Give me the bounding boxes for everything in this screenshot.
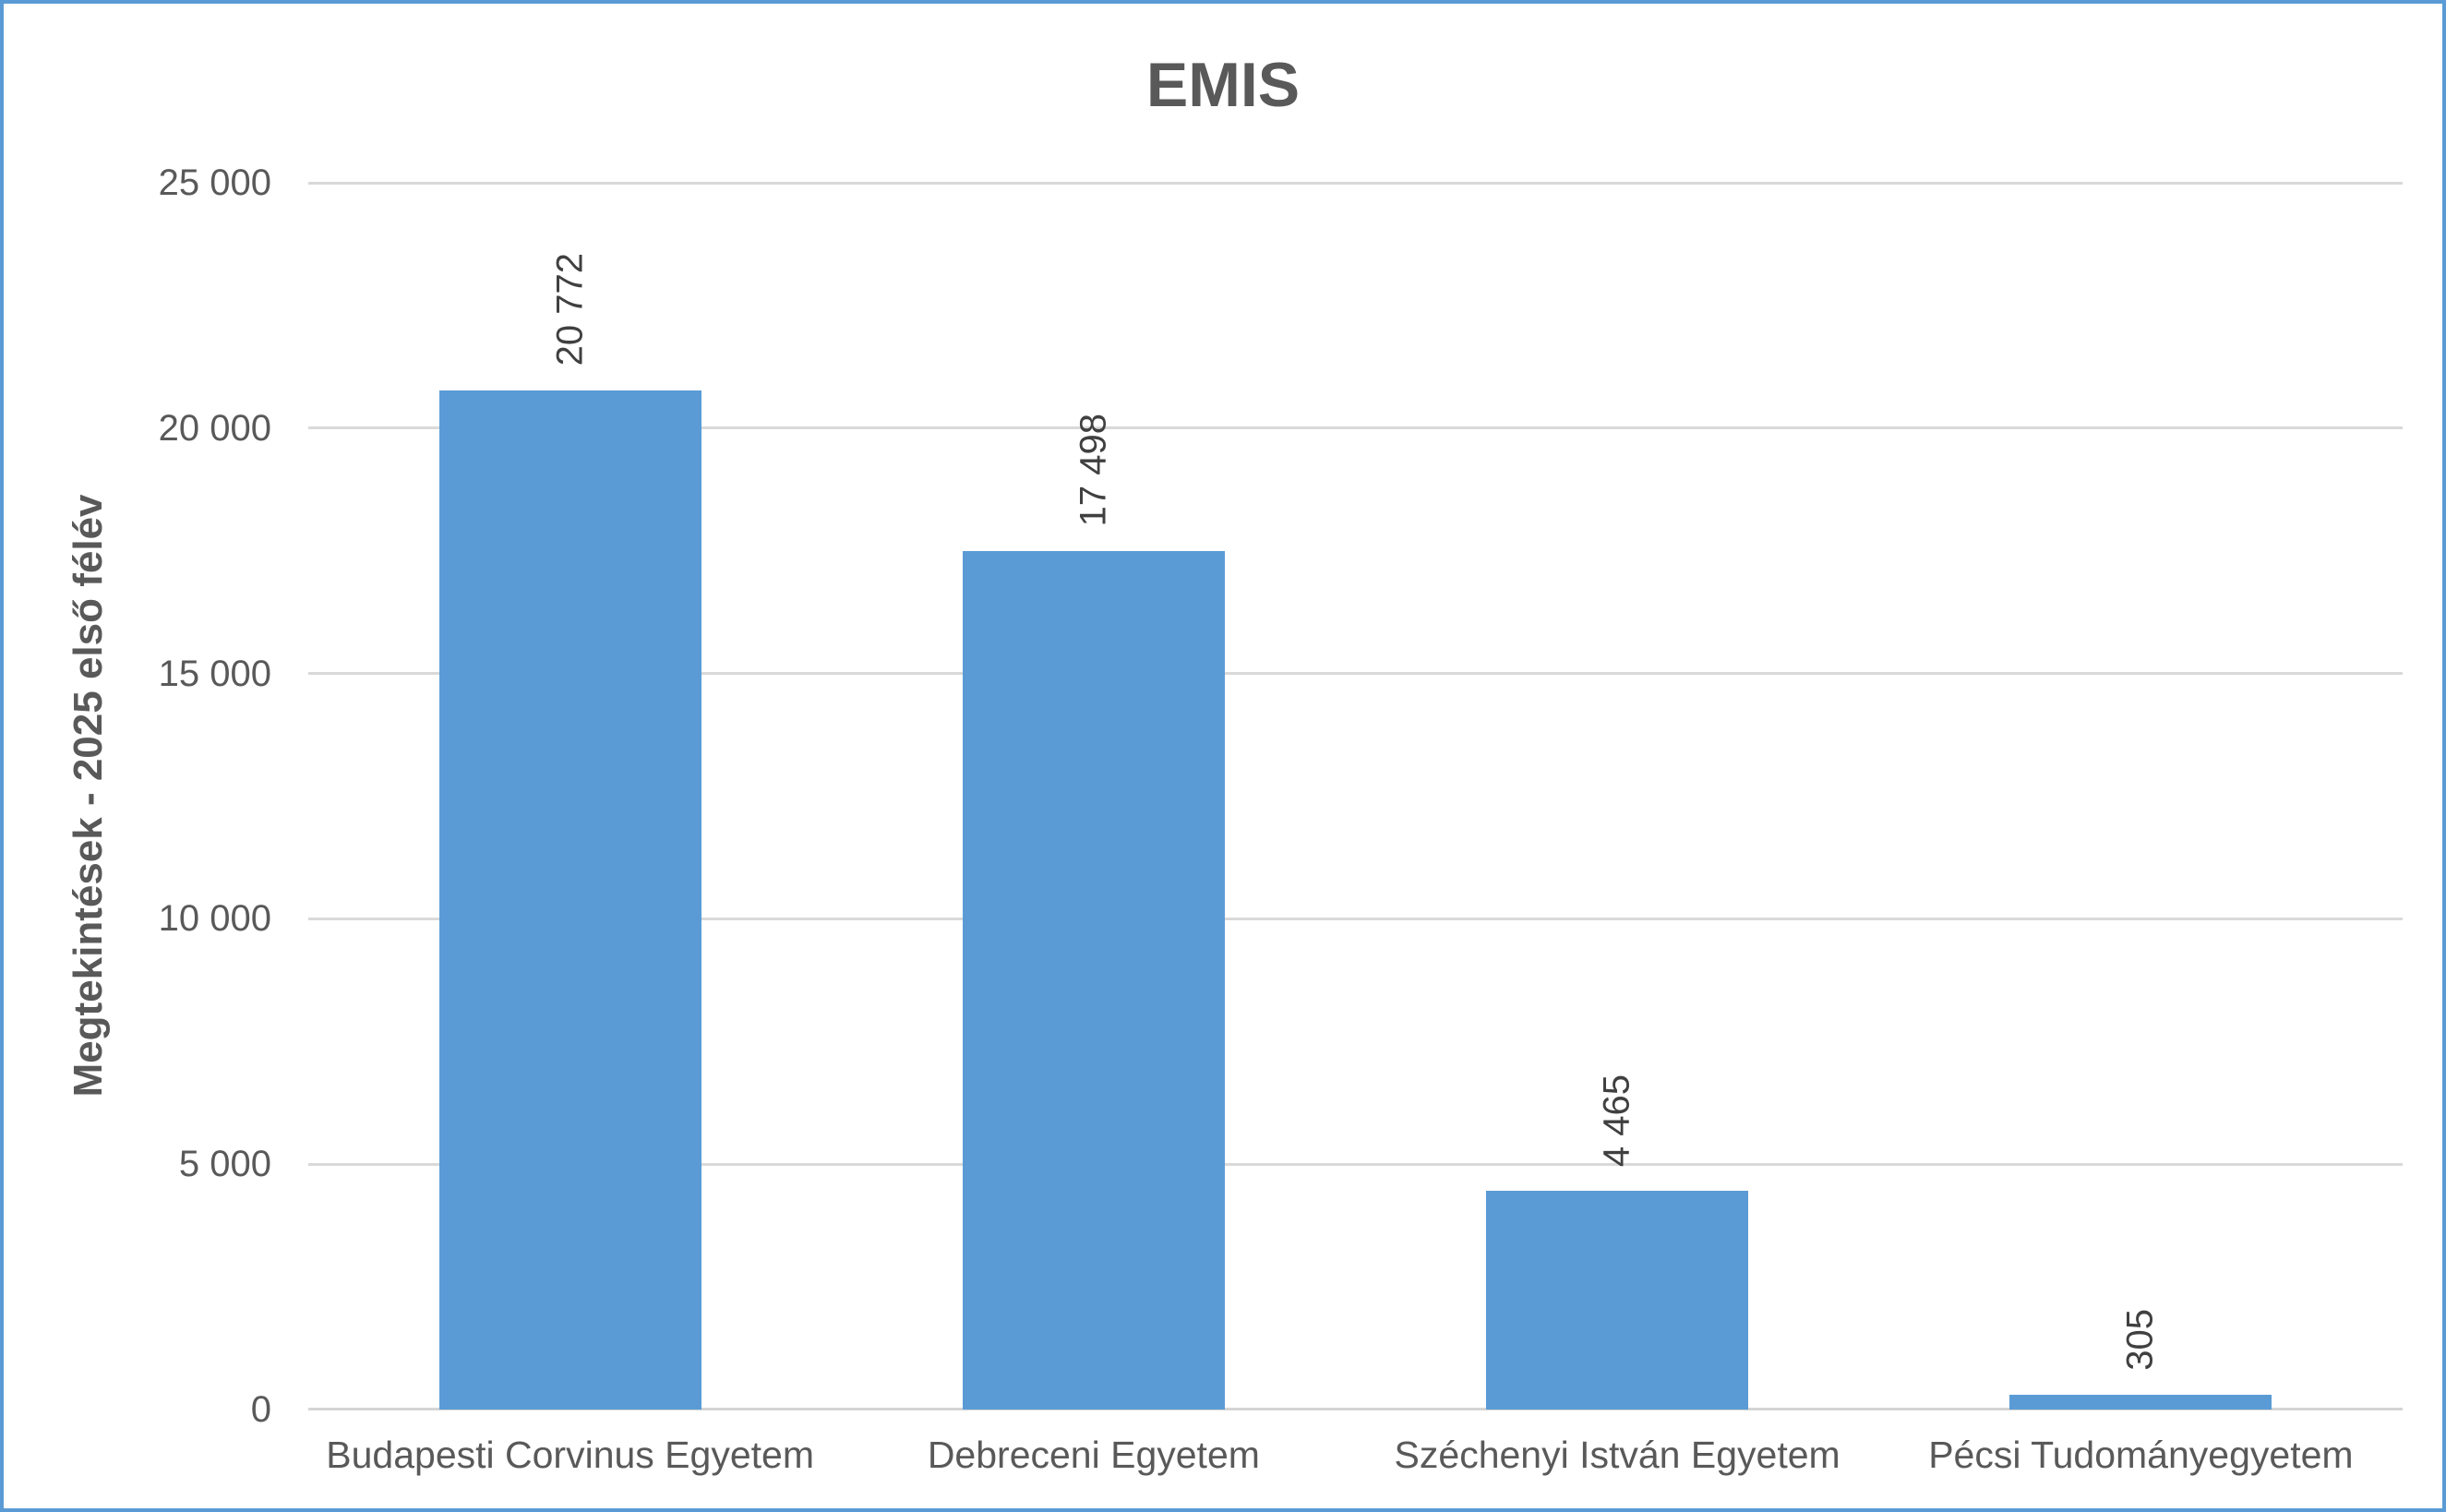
y-axis-title: Megtekintések - 2025 első félév	[66, 494, 111, 1098]
x-category-label: Budapesti Corvinus Egyetem	[326, 1434, 814, 1476]
gridline	[308, 181, 2403, 185]
bar-value-label: 20 772	[549, 253, 591, 366]
bar-1	[438, 390, 701, 1410]
y-tick-label: 20 000	[158, 407, 271, 449]
bar-2	[962, 550, 1225, 1410]
y-tick-label: 10 000	[158, 898, 271, 940]
plot-area: 20 772 17 498 4 465 305	[308, 181, 2403, 1410]
y-tick-label: 25 000	[158, 162, 271, 203]
bar-value-label: 4 465	[1596, 1074, 1637, 1167]
x-category-label: Debreceni Egyetem	[927, 1434, 1260, 1476]
bar-3	[1486, 1190, 1749, 1410]
y-tick-label: 15 000	[158, 653, 271, 694]
x-axis-line	[308, 1408, 2403, 1410]
x-category-label: Pécsi Tudományegyetem	[1928, 1434, 2354, 1476]
gridline	[308, 917, 2403, 920]
bar-value-label: 17 498	[1073, 414, 1114, 527]
gridline	[308, 672, 2403, 676]
x-category-label: Széchenyi István Egyetem	[1394, 1434, 1840, 1476]
y-tick-label: 5 000	[178, 1144, 271, 1185]
bar-value-label: 305	[2119, 1309, 2161, 1371]
gridline	[308, 1162, 2403, 1166]
bar-4	[2009, 1394, 2272, 1410]
chart-title: EMIS	[1145, 50, 1301, 120]
gridline	[308, 426, 2403, 430]
y-tick-label: 0	[250, 1389, 271, 1430]
